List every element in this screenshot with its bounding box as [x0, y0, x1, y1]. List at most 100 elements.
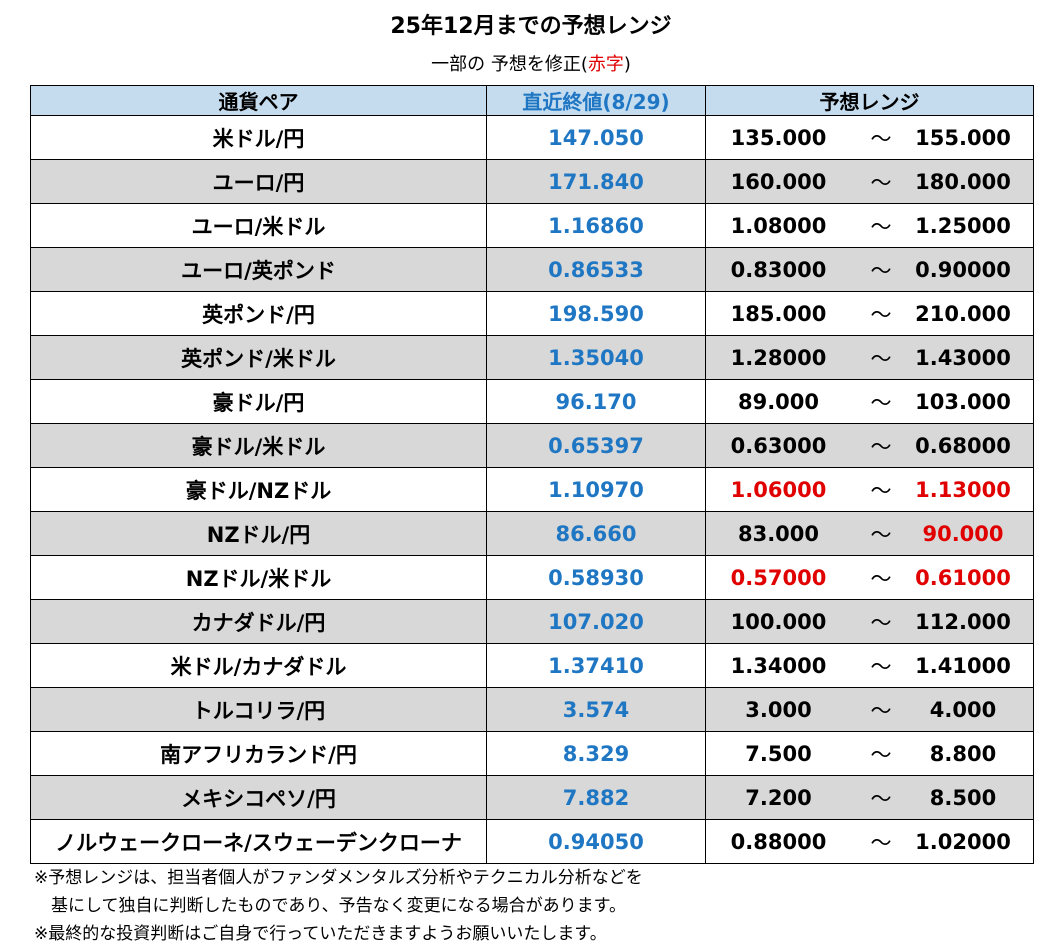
range-low: 1.08000 — [730, 213, 827, 238]
table-row: 米ドル/カナダドル 1.37410 1.34000 〜 1.41000 — [30, 643, 1034, 688]
range-cell: 3.000 〜 4.000 — [705, 687, 1034, 732]
table-row: NZドル/円 86.660 83.000 〜 90.000 — [30, 511, 1034, 556]
range-high: 210.000 — [915, 301, 1011, 326]
range-cell: 1.34000 〜 1.41000 — [705, 643, 1034, 688]
pair-cell: NZドル/米ドル — [30, 555, 487, 600]
range-cell: 0.57000 〜 0.61000 — [705, 555, 1034, 600]
last-close-cell: 0.94050 — [486, 819, 706, 864]
footnotes: ※予想レンジは、担当者個人がファンダメンタルズ分析やテクニカル分析などを 基にし… — [34, 864, 643, 948]
range-high: 155.000 — [915, 125, 1011, 150]
last-close-cell: 96.170 — [486, 379, 706, 424]
range-low: 89.000 — [737, 389, 820, 414]
range-cell: 135.000 〜 155.000 — [705, 115, 1034, 160]
table-row: ユーロ/米ドル 1.16860 1.08000 〜 1.25000 — [30, 203, 1034, 248]
range-cell: 83.000 〜 90.000 — [705, 511, 1034, 556]
table-header-row: 通貨ペア 直近終値(8/29) 予想レンジ — [30, 85, 1034, 116]
footnote-1: ※予想レンジは、担当者個人がファンダメンタルズ分析やテクニカル分析などを — [34, 868, 643, 888]
range-separator: 〜 — [870, 786, 892, 811]
last-close-cell: 0.58930 — [486, 555, 706, 600]
pair-cell: ユーロ/円 — [30, 159, 487, 204]
range-cell: 1.28000 〜 1.43000 — [705, 335, 1034, 380]
table-row: ユーロ/英ポンド 0.86533 0.83000 〜 0.90000 — [30, 247, 1034, 292]
footnote-2: 基にして独自に判断したものであり、予告なく変更になる場合があります。 — [34, 896, 626, 916]
table-row: 豪ドル/NZドル 1.10970 1.06000 〜 1.13000 — [30, 467, 1034, 512]
range-low: 185.000 — [730, 301, 827, 326]
range-separator: 〜 — [870, 170, 892, 195]
last-close-cell: 1.10970 — [486, 467, 706, 512]
range-cell: 1.08000 〜 1.25000 — [705, 203, 1034, 248]
range-separator: 〜 — [870, 610, 892, 635]
range-high: 90.000 — [922, 521, 1004, 546]
pair-cell: ユーロ/米ドル — [30, 203, 487, 248]
range-low: 83.000 — [737, 521, 820, 546]
pair-cell: ノルウェークローネ/スウェーデンクローナ — [30, 819, 487, 864]
table-row: カナダドル/円 107.020 100.000 〜 112.000 — [30, 599, 1034, 644]
range-high: 1.25000 — [915, 213, 1011, 238]
pair-cell: 米ドル/円 — [30, 115, 487, 160]
pair-cell: ユーロ/英ポンド — [30, 247, 487, 292]
range-cell: 1.06000 〜 1.13000 — [705, 467, 1034, 512]
pair-cell: トルコリラ/円 — [30, 687, 487, 732]
range-low: 160.000 — [730, 169, 827, 194]
range-low: 0.63000 — [730, 433, 827, 458]
range-separator: 〜 — [870, 346, 892, 371]
pair-cell: NZドル/円 — [30, 511, 487, 556]
pair-cell: 豪ドル/米ドル — [30, 423, 487, 468]
last-close-cell: 1.35040 — [486, 335, 706, 380]
last-close-cell: 7.882 — [486, 775, 706, 820]
range-cell: 0.83000 〜 0.90000 — [705, 247, 1034, 292]
pair-cell: 米ドル/カナダドル — [30, 643, 487, 688]
range-low: 3.000 — [745, 697, 812, 722]
table-row: 英ポンド/米ドル 1.35040 1.28000 〜 1.43000 — [30, 335, 1034, 380]
range-separator: 〜 — [870, 434, 892, 459]
header-pair: 通貨ペア — [30, 85, 487, 116]
last-close-cell: 8.329 — [486, 731, 706, 776]
table-row: 英ポンド/円 198.590 185.000 〜 210.000 — [30, 291, 1034, 336]
last-close-cell: 198.590 — [486, 291, 706, 336]
range-cell: 0.63000 〜 0.68000 — [705, 423, 1034, 468]
pair-cell: 英ポンド/米ドル — [30, 335, 487, 380]
range-low: 1.28000 — [730, 345, 827, 370]
range-separator: 〜 — [870, 830, 892, 855]
range-high: 0.90000 — [915, 257, 1011, 282]
last-close-cell: 0.86533 — [486, 247, 706, 292]
last-close-cell: 86.660 — [486, 511, 706, 556]
range-cell: 89.000 〜 103.000 — [705, 379, 1034, 424]
range-cell: 160.000 〜 180.000 — [705, 159, 1034, 204]
table-row: ノルウェークローネ/スウェーデンクローナ 0.94050 0.88000 〜 1.020… — [30, 819, 1034, 864]
range-high: 180.000 — [915, 169, 1011, 194]
last-close-cell: 107.020 — [486, 599, 706, 644]
pair-cell: 豪ドル/NZドル — [30, 467, 487, 512]
last-close-cell: 147.050 — [486, 115, 706, 160]
range-low: 135.000 — [730, 125, 827, 150]
range-high: 4.000 — [929, 697, 997, 722]
range-separator: 〜 — [870, 698, 892, 723]
header-range: 予想レンジ — [705, 85, 1034, 116]
range-low: 0.57000 — [730, 565, 827, 590]
range-separator: 〜 — [870, 522, 892, 547]
last-close-cell: 1.16860 — [486, 203, 706, 248]
range-high: 8.500 — [929, 785, 997, 810]
table-row: メキシコペソ/円 7.882 7.200 〜 8.500 — [30, 775, 1034, 820]
pair-cell: 豪ドル/円 — [30, 379, 487, 424]
table-row: 南アフリカランド/円 8.329 7.500 〜 8.800 — [30, 731, 1034, 776]
table-row: 豪ドル/米ドル 0.65397 0.63000 〜 0.68000 — [30, 423, 1034, 468]
range-separator: 〜 — [870, 654, 892, 679]
range-separator: 〜 — [870, 566, 892, 591]
table-row: NZドル/米ドル 0.58930 0.57000 〜 0.61000 — [30, 555, 1034, 600]
range-cell: 100.000 〜 112.000 — [705, 599, 1034, 644]
range-separator: 〜 — [870, 126, 892, 151]
range-cell: 7.500 〜 8.800 — [705, 731, 1034, 776]
range-cell: 185.000 〜 210.000 — [705, 291, 1034, 336]
last-close-cell: 3.574 — [486, 687, 706, 732]
range-high: 0.68000 — [915, 433, 1011, 458]
footnote-3: ※最終的な投資判断はご自身で行っていただきますようお願いいたします。 — [34, 924, 607, 944]
range-high: 1.02000 — [915, 829, 1011, 854]
subtitle: 一部の 予想を修正(赤字) — [0, 50, 1062, 76]
range-cell: 0.88000 〜 1.02000 — [705, 819, 1034, 864]
range-low: 0.83000 — [730, 257, 827, 282]
range-low: 7.500 — [745, 741, 812, 766]
pair-cell: 南アフリカランド/円 — [30, 731, 487, 776]
range-high: 0.61000 — [915, 565, 1011, 590]
range-high: 1.43000 — [915, 345, 1011, 370]
